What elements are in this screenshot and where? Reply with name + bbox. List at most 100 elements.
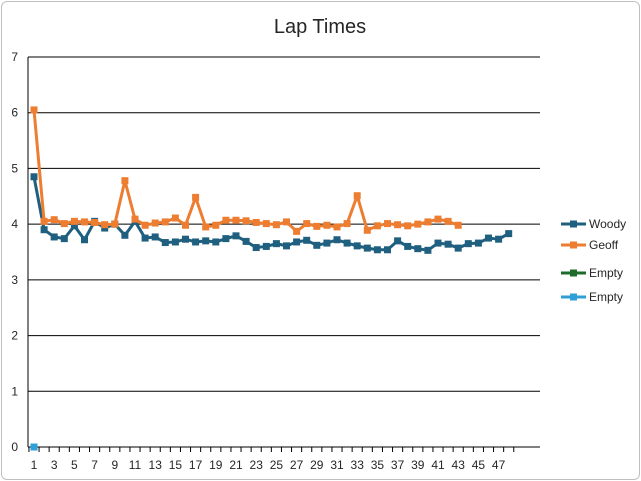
y-axis: 0 1 2 3 4 5 6 7 (11, 50, 29, 454)
series-line (32, 176, 510, 252)
data-point (313, 222, 321, 230)
data-point (454, 244, 462, 252)
data-point (485, 234, 492, 242)
x-tick-label: 11 (129, 458, 142, 472)
data-point (313, 241, 321, 249)
data-point (81, 218, 88, 226)
legend-item-1: Woody (561, 217, 626, 231)
x-tick-label: 1 (31, 458, 38, 472)
legend-label: Woody (589, 217, 626, 231)
y-tick-label: 4 (11, 217, 18, 231)
data-point (394, 221, 402, 229)
data-point (283, 218, 290, 226)
data-point (141, 221, 149, 229)
data-point (454, 221, 462, 229)
y-tick-label: 1 (11, 384, 18, 398)
data-point (252, 244, 260, 252)
x-tick-label: 3 (51, 458, 58, 472)
legend-item-2: Geoff (561, 238, 619, 252)
data-point (272, 221, 280, 229)
data-point (171, 238, 179, 246)
data-point (283, 242, 290, 250)
data-point (424, 218, 432, 226)
data-point (343, 239, 351, 247)
series-1 (30, 173, 513, 254)
x-tick-label: 47 (492, 458, 506, 472)
y-tick-label: 6 (11, 106, 18, 120)
data-point (222, 235, 230, 243)
data-point (353, 192, 361, 200)
data-point (333, 223, 341, 231)
data-point (404, 222, 412, 230)
data-point (60, 235, 68, 243)
data-point (50, 233, 58, 241)
data-point (101, 221, 109, 229)
data-point (242, 237, 250, 245)
series-2 (30, 106, 462, 235)
data-point (323, 239, 331, 247)
x-tick-label: 19 (209, 458, 223, 472)
data-point (394, 237, 402, 245)
legend: Woody Geoff Empty Empty (561, 217, 626, 304)
legend-label: Geoff (589, 238, 619, 252)
data-point (363, 244, 371, 252)
data-point (151, 233, 159, 241)
data-point (70, 217, 78, 225)
data-point (414, 245, 422, 253)
data-point (212, 221, 220, 229)
data-point (444, 217, 452, 225)
data-point (171, 214, 179, 222)
data-point (131, 215, 139, 223)
data-point (232, 216, 240, 224)
data-point (373, 222, 381, 230)
x-tick-label: 41 (431, 458, 445, 472)
data-point (202, 237, 210, 245)
data-point (161, 218, 169, 226)
y-tick-label: 5 (11, 161, 18, 175)
x-tick-label: 39 (411, 458, 425, 472)
legend-marker (570, 241, 577, 249)
series-line (32, 109, 459, 233)
data-point (50, 216, 58, 224)
data-point (262, 242, 270, 250)
data-point (414, 220, 422, 228)
x-tick-label: 35 (371, 458, 385, 472)
y-tick-label: 3 (11, 273, 18, 287)
y-tick-label: 7 (11, 50, 18, 64)
legend-marker (570, 269, 577, 277)
series-4 (30, 443, 38, 451)
data-point (303, 220, 311, 228)
x-tick-label: 21 (229, 458, 243, 472)
x-tick-label: 7 (91, 458, 98, 472)
data-point (111, 220, 119, 228)
data-point (384, 246, 391, 254)
data-point (151, 219, 159, 227)
data-point (373, 246, 381, 254)
data-point (293, 238, 301, 246)
x-tick-label: 13 (149, 458, 163, 472)
data-point (161, 239, 169, 247)
data-point (202, 223, 210, 231)
data-point (222, 216, 230, 224)
data-point (252, 218, 260, 226)
x-tick-label: 9 (111, 458, 118, 472)
data-point (30, 173, 38, 181)
data-point (121, 177, 129, 185)
data-point (121, 231, 129, 239)
legend-label: Empty (589, 266, 623, 280)
data-point (495, 235, 503, 243)
gridlines (28, 56, 540, 392)
chart-title: Lap Times (274, 16, 366, 38)
data-point (474, 239, 482, 247)
data-point (434, 215, 442, 223)
x-tick-label: 43 (452, 458, 466, 472)
x-tick-label: 15 (169, 458, 183, 472)
data-point (303, 236, 311, 244)
data-point (70, 222, 78, 230)
data-point (141, 234, 149, 242)
data-point (60, 220, 68, 228)
data-point (333, 236, 341, 244)
data-point (464, 240, 472, 248)
